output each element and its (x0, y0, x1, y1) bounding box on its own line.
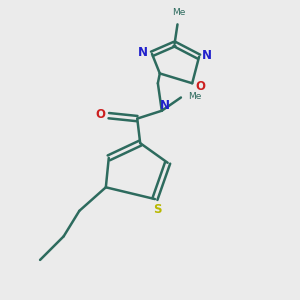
Text: S: S (154, 203, 162, 216)
Text: N: N (160, 99, 170, 112)
Text: Me: Me (172, 8, 186, 17)
Text: N: N (202, 49, 212, 62)
Text: Me: Me (188, 92, 202, 100)
Text: O: O (195, 80, 206, 93)
Text: N: N (138, 46, 148, 59)
Text: O: O (95, 108, 105, 121)
